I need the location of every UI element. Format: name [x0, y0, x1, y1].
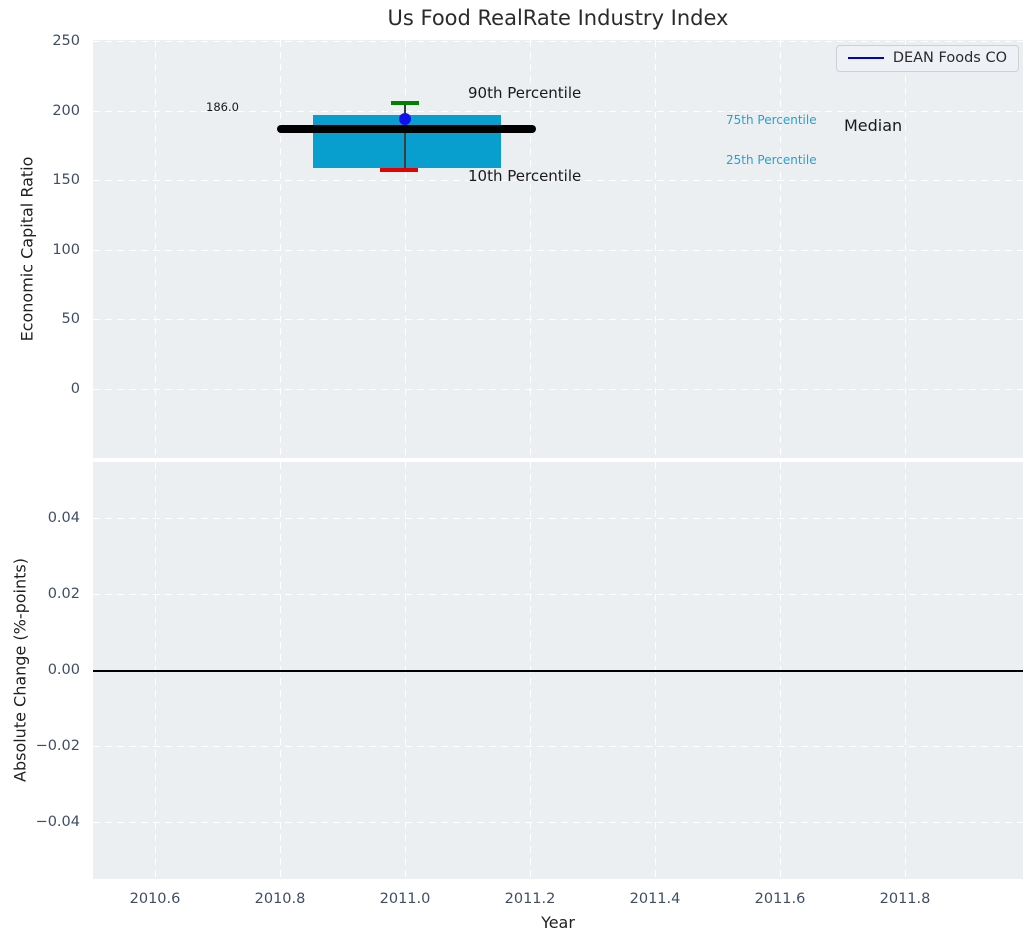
p75-label: 75th Percentile [726, 113, 817, 127]
xtick-label: 2010.8 [254, 891, 306, 907]
xtick-label: 2011.4 [629, 891, 681, 907]
gridline [93, 319, 1023, 321]
gridline [93, 111, 1023, 113]
xtick-label: 2011.6 [754, 891, 806, 907]
ytick-label: −0.02 [35, 738, 80, 754]
gridline [405, 40, 407, 458]
gridline [280, 40, 282, 458]
gridline [93, 250, 1023, 252]
median-line [277, 125, 536, 133]
p25-label: 25th Percentile [726, 153, 817, 167]
gridline [93, 822, 1023, 824]
ytick-label: 0.04 [47, 510, 80, 526]
p10-label: 10th Percentile [468, 167, 582, 185]
xtick-label: 2011.8 [879, 891, 931, 907]
top-plot-area: 186.0 90th Percentile 10th Percentile 75… [93, 40, 1023, 458]
gridline [155, 40, 157, 458]
company-data-point [399, 113, 411, 125]
gridline [905, 40, 907, 458]
ytick-label: −0.04 [35, 814, 80, 830]
gridline [780, 40, 782, 458]
legend-label: DEAN Foods CO [892, 50, 1007, 66]
ytick-label: 0 [70, 381, 80, 397]
p90-label: 90th Percentile [468, 84, 582, 102]
x-axis-label: Year [541, 913, 575, 932]
gridline [655, 40, 657, 458]
xtick-label: 2010.6 [129, 891, 181, 907]
median-value-label: 186.0 [206, 100, 239, 114]
zero-change-line [93, 670, 1023, 672]
xtick-label: 2011.0 [379, 891, 431, 907]
median-label: Median [844, 116, 903, 135]
ytick-label: 250 [52, 33, 80, 49]
ytick-label: 100 [52, 242, 80, 258]
gridline [93, 180, 1023, 182]
ytick-label: 0.02 [47, 586, 80, 602]
gridline [93, 518, 1023, 520]
cap-90th-percentile [391, 101, 419, 105]
bottom-y-axis-label: Absolute Change (%-points) [10, 558, 30, 782]
ytick-label: 0.00 [47, 662, 80, 678]
ytick-label: 150 [52, 172, 80, 188]
chart-title: Us Food RealRate Industry Index [387, 6, 729, 30]
cap-10th-percentile [380, 168, 418, 172]
top-y-axis-label: Economic Capital Ratio [17, 156, 37, 342]
whisker-line [404, 103, 406, 171]
ytick-label: 50 [61, 311, 80, 327]
gridline [93, 389, 1023, 391]
bottom-plot-area [93, 462, 1023, 879]
legend-line-sample [847, 56, 884, 60]
gridline [93, 41, 1023, 43]
legend: DEAN Foods CO [835, 45, 1019, 72]
xtick-label: 2011.2 [504, 891, 556, 907]
gridline [530, 40, 532, 458]
gridline [93, 594, 1023, 596]
ytick-label: 200 [52, 103, 80, 119]
gridline [93, 746, 1023, 748]
